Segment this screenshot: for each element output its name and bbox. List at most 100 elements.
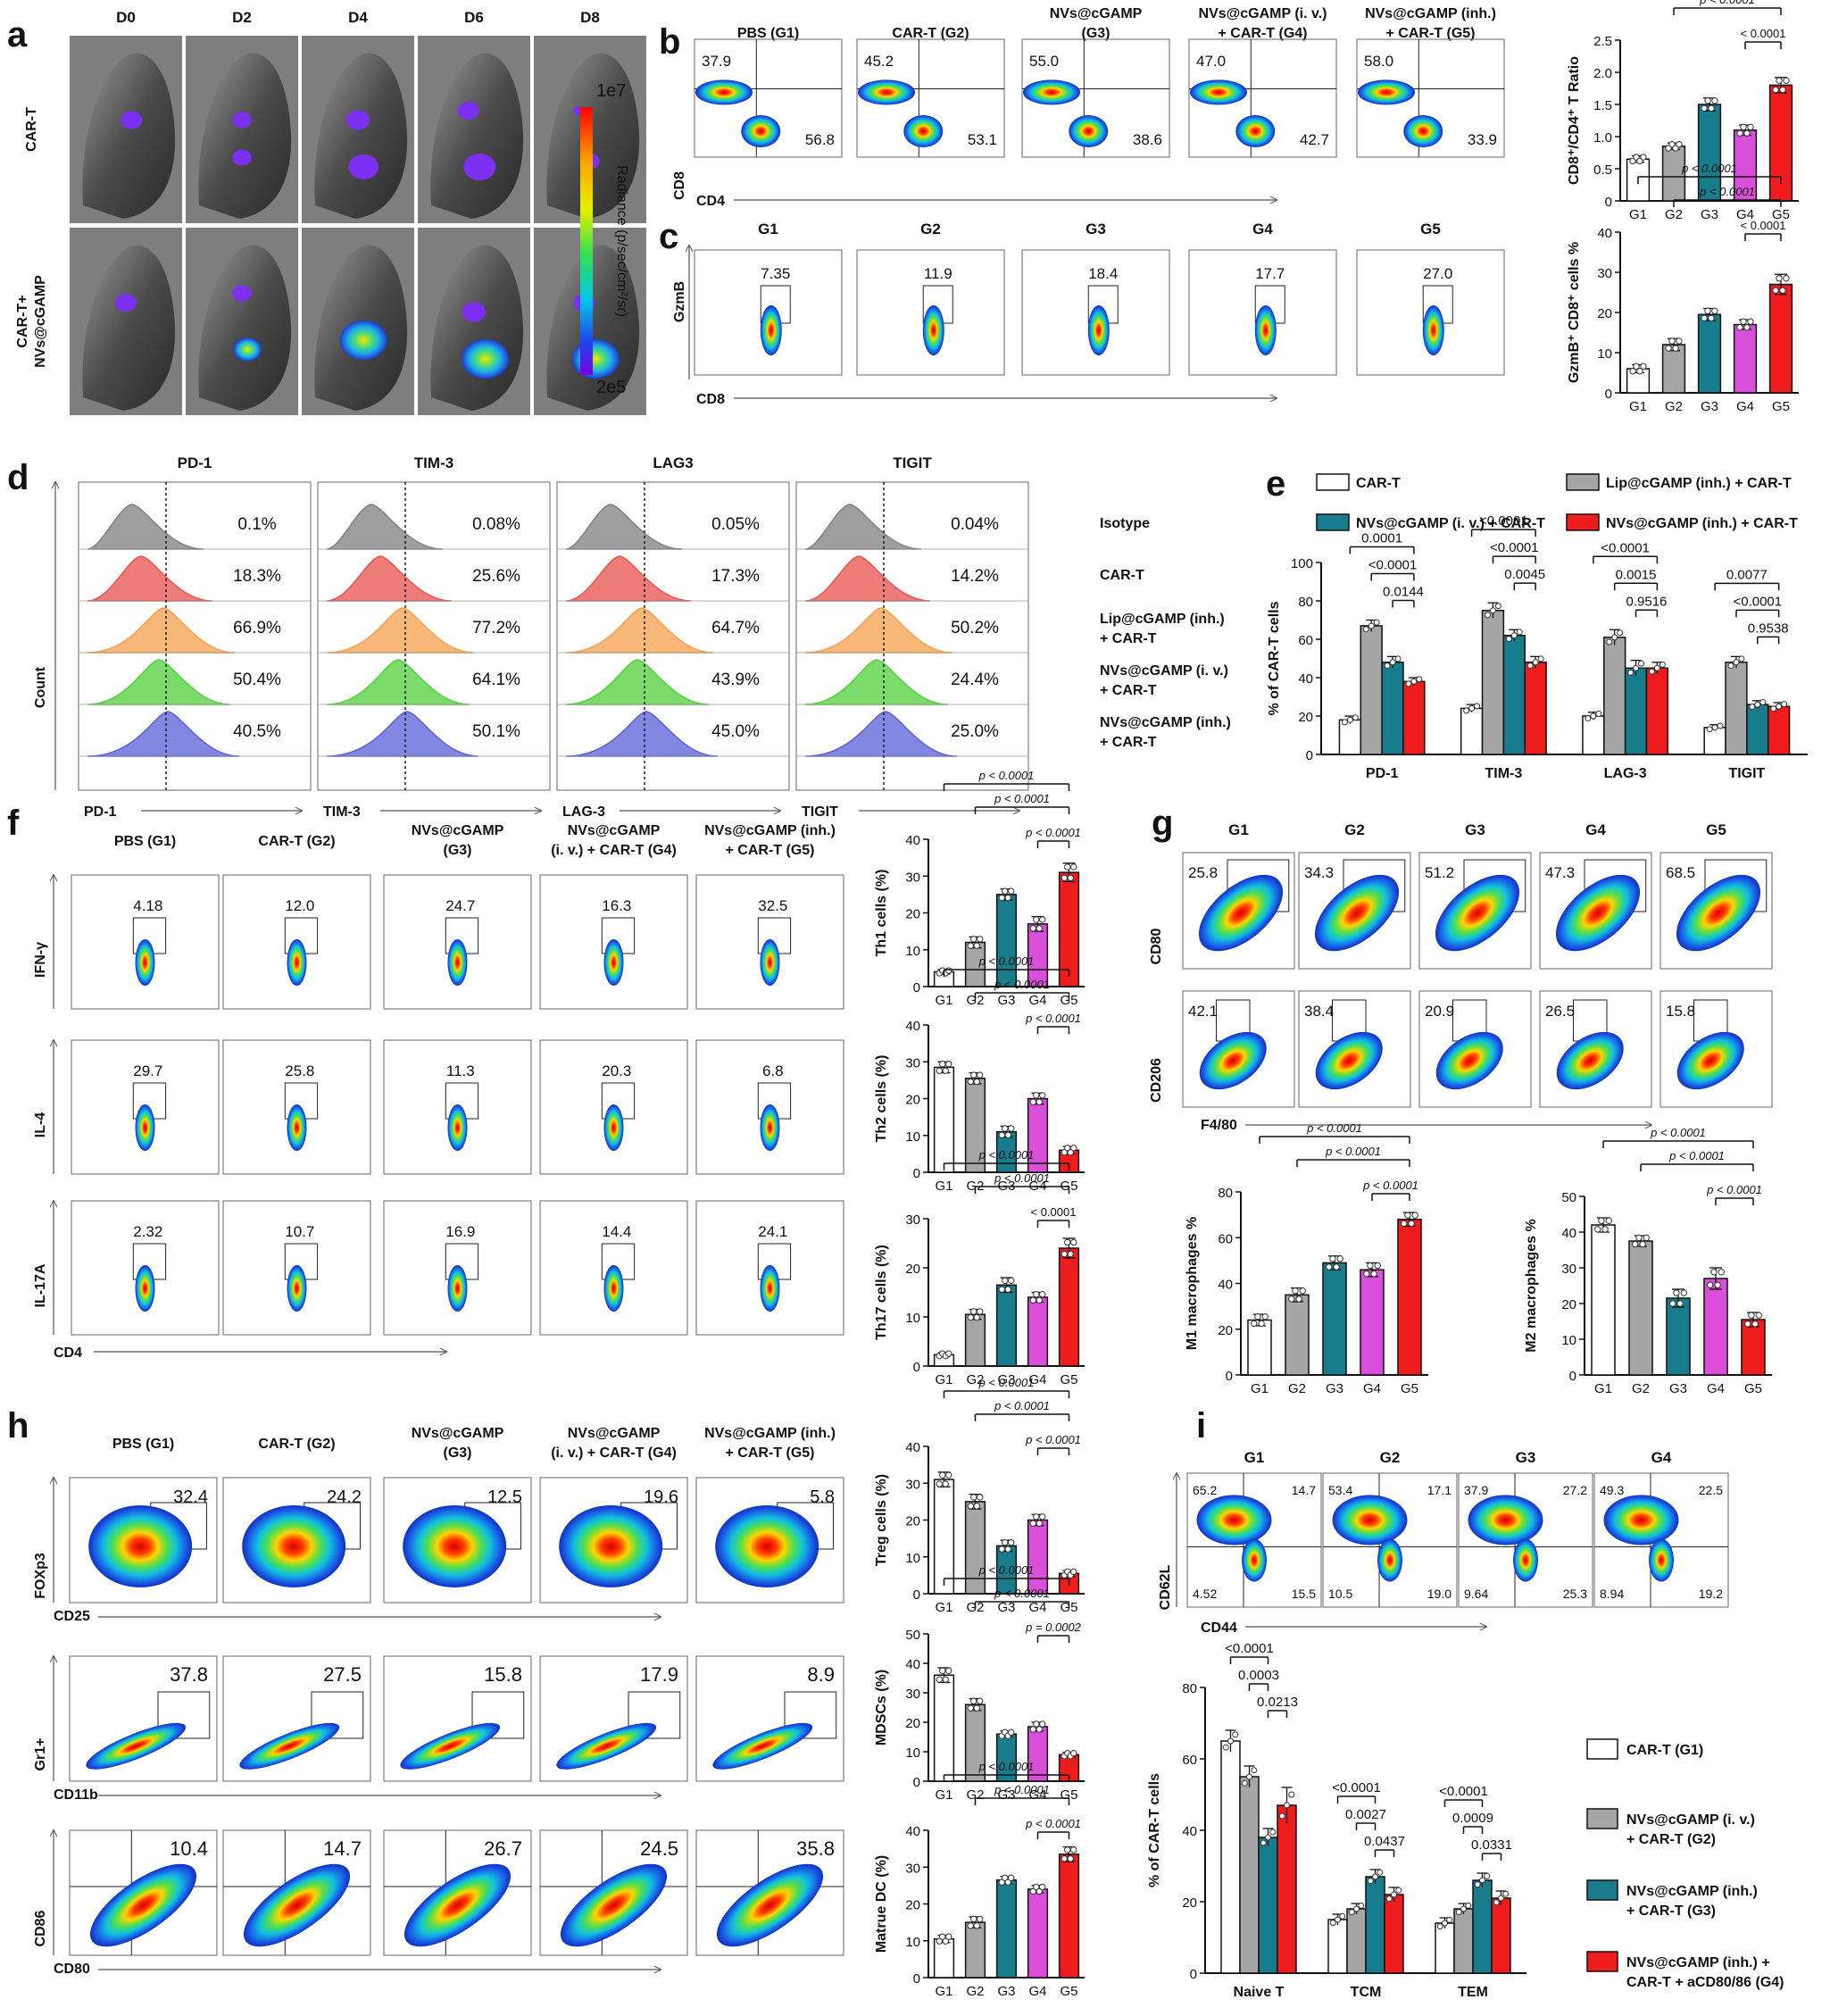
x-tick-label: G4: [1707, 1381, 1725, 1396]
bar: [1481, 610, 1505, 755]
histogram-value: 43.9%: [711, 671, 760, 689]
cell-population: [1468, 1495, 1543, 1545]
x-tick-label: G2: [966, 1372, 984, 1387]
data-point: [1707, 1281, 1714, 1288]
y-tick-label: 10: [1561, 1333, 1576, 1348]
y-tick-label: 20: [1218, 1323, 1233, 1338]
data-point: [1269, 1829, 1277, 1836]
legend-swatch: [1566, 473, 1600, 491]
bar: [1661, 344, 1686, 394]
flow-plot-frame: [383, 1200, 532, 1336]
flow-plot-frame: [694, 249, 843, 376]
marker-title: TIM-3: [414, 454, 453, 471]
plot-title: NVs@cGAMP: [568, 823, 661, 838]
marker-title: LAG3: [653, 454, 693, 471]
y-axis-title: CD8⁺/CD4⁺ T Ratio: [1567, 56, 1582, 185]
histogram-curve: [565, 607, 714, 654]
macrophage-population: [1556, 1031, 1624, 1090]
data-point: [1241, 1779, 1248, 1787]
flow-plot-frame: [539, 1477, 688, 1604]
histogram-value: 64.7%: [711, 619, 760, 637]
data-point: [1232, 1731, 1239, 1738]
data-point: [1516, 629, 1523, 636]
histogram-value: 0.1%: [237, 515, 276, 534]
histogram-value: 0.05%: [711, 515, 760, 534]
bar: [1768, 283, 1793, 394]
data-point: [1711, 307, 1718, 314]
cd4-population: [903, 114, 944, 147]
flow-plot-frame: [69, 1477, 218, 1604]
flow-plot-frame: [383, 874, 532, 1010]
cd4-population: [287, 939, 307, 986]
p-value-label: 0.0144: [1383, 585, 1424, 600]
p-value-label: < 0.0001: [1741, 219, 1786, 232]
colorbar: [580, 107, 593, 375]
data-point: [1632, 1240, 1639, 1248]
bar: [1381, 662, 1404, 755]
flow-plot-frame: [383, 1039, 532, 1175]
cell-population: [242, 1505, 346, 1587]
gate-value: 37.8: [170, 1663, 208, 1686]
legend-label: NVs@cGAMP (inh.): [1626, 1884, 1758, 1899]
flow-plot-frame: [694, 38, 843, 158]
legend-row-label: NVs@cGAMP (inh.): [1100, 715, 1231, 730]
p-value-label: <0.0001: [1733, 594, 1782, 609]
data-point: [1004, 1131, 1011, 1139]
legend-swatch: [1586, 1808, 1618, 1829]
data-point: [1759, 699, 1767, 706]
y-axis-title: Matrue DC (%): [874, 1855, 889, 1953]
data-point: [1636, 368, 1643, 375]
x-tick-label: G1: [1594, 1381, 1612, 1396]
flow-plot-frame: [539, 1655, 688, 1782]
cell-population: [559, 1505, 663, 1587]
data-point: [1776, 703, 1783, 710]
plot-title: CAR-T (G2): [892, 26, 969, 41]
panel-letter-f: f: [7, 804, 20, 843]
cd4-population: [135, 1265, 155, 1312]
flow-plot-frame: [383, 1655, 532, 1782]
data-point: [1754, 701, 1761, 708]
x-tick-label: G4: [1028, 1600, 1046, 1615]
flow-plot-frame: [695, 1655, 844, 1782]
data-point: [970, 936, 977, 943]
gate-value: 16.3: [602, 897, 631, 914]
data-point: [1008, 1874, 1015, 1881]
data-point: [1526, 662, 1534, 670]
x-axis-label: CD8: [696, 392, 725, 407]
data-point: [1033, 1291, 1040, 1298]
data-point: [1061, 1250, 1068, 1258]
x-tick-label: G3: [1326, 1381, 1343, 1396]
data-point: [1474, 1881, 1481, 1888]
gate-value: 4.18: [133, 897, 162, 914]
chart-m1: 0 20 40 60 80 M1 macrophages % G1 G2 G3 G4 G5 p < 0…: [1185, 1121, 1428, 1396]
quadrant-value-lr: 15.5: [1292, 1587, 1316, 1601]
histogram-curve: [87, 504, 204, 550]
data-point: [1494, 603, 1501, 610]
quadrant-value-ll: 10.5: [1328, 1587, 1352, 1601]
data-point: [1036, 925, 1043, 932]
data-point: [1673, 1289, 1680, 1296]
data-point: [970, 1697, 977, 1704]
data-point: [1718, 1269, 1725, 1276]
y-tick-label: 40: [1298, 671, 1313, 687]
x-tick-label: G1: [1629, 207, 1647, 222]
x-tick-label: G2: [1632, 1381, 1650, 1396]
plot-title: NVs@cGAMP: [1050, 6, 1143, 21]
data-point: [1374, 1262, 1381, 1270]
x-tick-label: G1: [1251, 1381, 1269, 1396]
x-category-label: TIM-3: [1485, 766, 1522, 781]
panel-letter-a: a: [7, 15, 28, 54]
colorbar-label: Radiance (p/sec/cm²/sr): [614, 165, 629, 317]
gate-box: [784, 1691, 837, 1739]
legend-row-label: + CAR-T: [1100, 735, 1157, 750]
y-tick-label: 0: [1306, 748, 1313, 763]
quadrant-value-ul: 49.3: [1600, 1483, 1624, 1497]
y-tick-label: 20: [905, 907, 920, 922]
data-point: [967, 1313, 974, 1321]
data-point: [1595, 710, 1602, 717]
histogram-curve: [804, 711, 958, 757]
p-value-label: p < 0.0001: [1025, 1817, 1081, 1830]
flow-plot-frame: [1186, 1472, 1322, 1608]
y-tick-label: 2.0: [1593, 66, 1612, 81]
legend-label: + CAR-T (G2): [1626, 1832, 1716, 1847]
